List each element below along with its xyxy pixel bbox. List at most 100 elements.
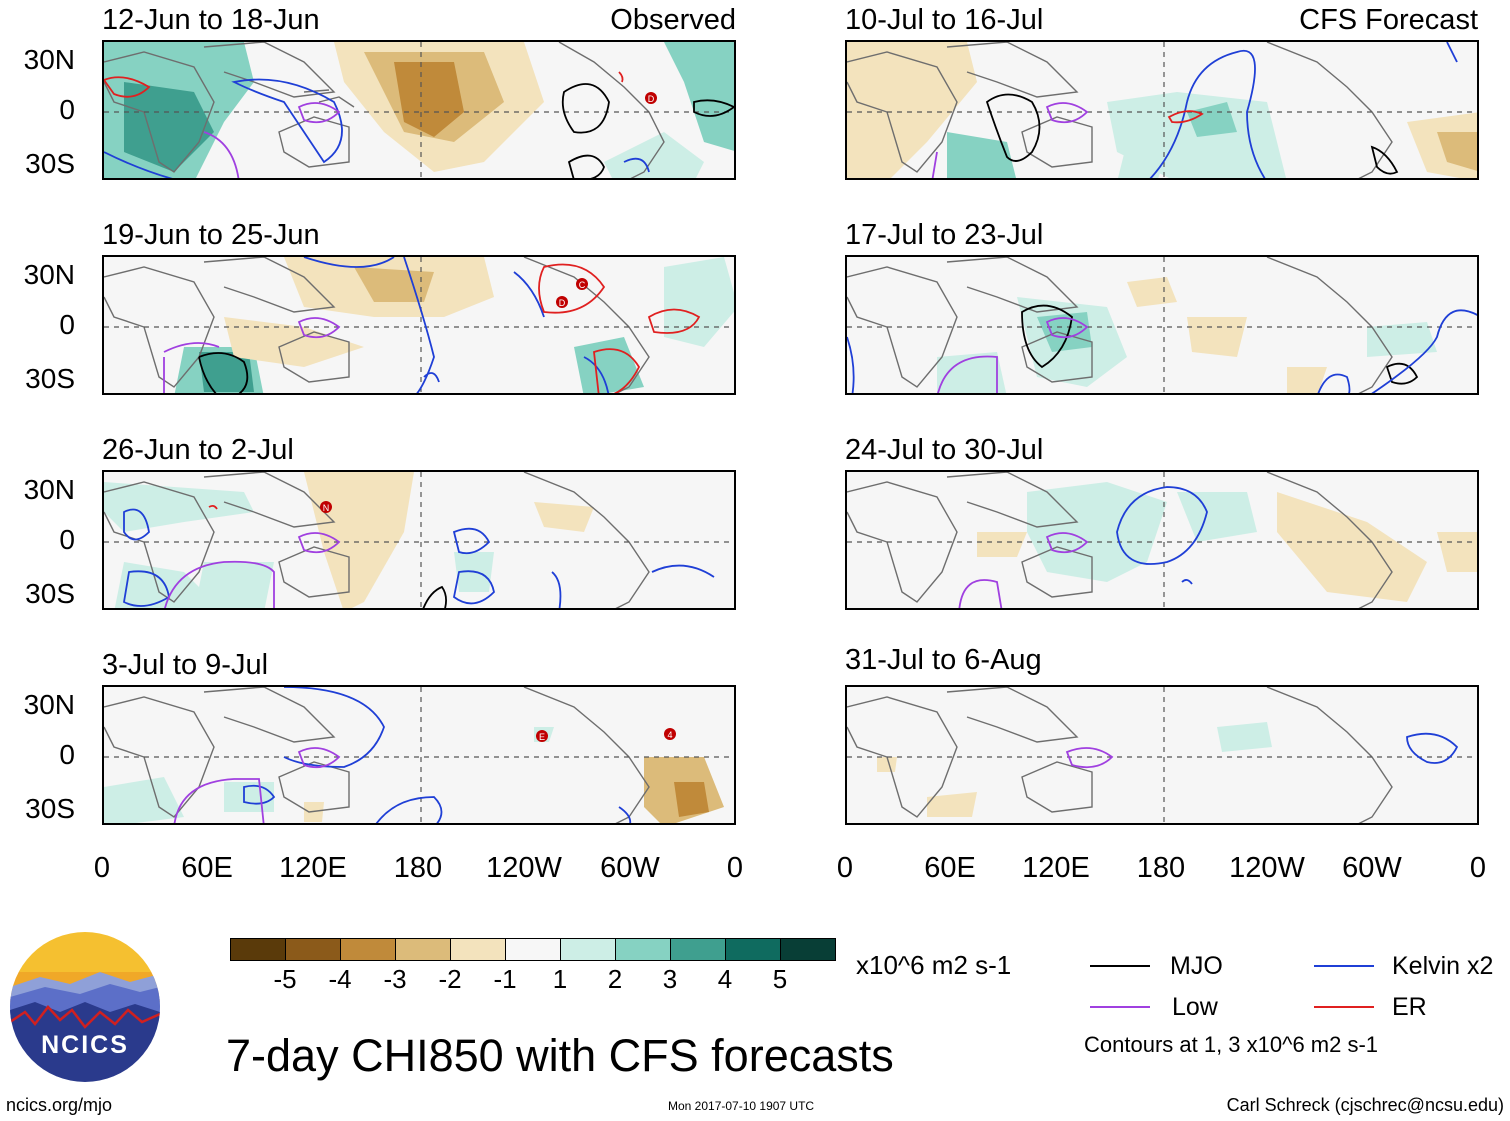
lon-label: 120W [486, 852, 562, 884]
observed-label: Observed [610, 4, 736, 36]
storm-marker: N [320, 501, 332, 513]
panel-title: 12-Jun to 18-Jun [102, 4, 320, 36]
kelvin-contours [1406, 732, 1459, 764]
colorbar-segment [395, 938, 451, 961]
kelvin-contours [303, 257, 610, 393]
panel-title: 3-Jul to 9-Jul [102, 649, 269, 681]
lon-label: 120E [1022, 852, 1090, 884]
low-contours [937, 317, 1089, 393]
low-contours [958, 532, 1089, 608]
storm-label: D [648, 94, 655, 104]
anomaly-shading [937, 277, 1437, 393]
anomaly-shading [847, 42, 1477, 178]
er-contours [208, 504, 218, 510]
colorbar-tick-label: 5 [772, 964, 788, 994]
mjo-contours [198, 352, 249, 393]
colorbar-tick-label: 4 [717, 964, 733, 994]
main-title: 7-day CHI850 with CFS forecasts [226, 1030, 894, 1081]
lat-label-30n: 30N [23, 474, 75, 505]
er-contours [538, 263, 701, 393]
mjo-legend-line [1090, 965, 1150, 967]
storm-marker: C [576, 278, 588, 290]
anomaly-shading [877, 722, 1272, 817]
colorbar-segment [340, 938, 396, 961]
map-panel [845, 685, 1479, 825]
colorbar-tick-label: -3 [383, 964, 407, 994]
er-legend-label: ER [1392, 993, 1427, 1021]
lon-label: 180 [393, 852, 443, 884]
footer-timestamp: Mon 2017-07-10 1907 UTC [668, 1099, 815, 1113]
lat-label-30n: 30N [23, 689, 75, 720]
kelvin-contours [104, 78, 650, 178]
lat-label-eq: 0 [59, 309, 75, 340]
panel-title: 17-Jul to 23-Jul [845, 219, 1044, 251]
lat-label-30s: 30S [25, 363, 75, 394]
lat-label-30n: 30N [23, 44, 75, 75]
colorbar-segment [450, 938, 506, 961]
low-contours [163, 317, 341, 393]
kelvin-contours [847, 309, 1477, 393]
footer-author: Carl Schreck (cjschrec@ncsu.edu) [1226, 1095, 1504, 1115]
lon-label: 120W [1229, 852, 1305, 884]
lat-label-eq: 0 [59, 739, 75, 770]
lon-label: 60E [924, 852, 976, 884]
mjo-contours [985, 93, 1399, 175]
low-contours [203, 102, 341, 178]
colorbar-tick-label: 3 [662, 964, 678, 994]
colorbar-segment [285, 938, 341, 961]
kelvin-contours [243, 687, 632, 823]
panel-title: 31-Jul to 6-Aug [845, 644, 1042, 676]
storm-marker: 4 [664, 728, 676, 740]
storm-label: 4 [667, 730, 672, 740]
mjo-contours [422, 585, 447, 608]
er-legend-line [1314, 1006, 1374, 1008]
storm-label: D [559, 298, 566, 308]
mjo-contours [561, 83, 734, 178]
lon-label: 0 [93, 852, 111, 884]
colorbar-segment [615, 938, 671, 961]
er-contours [1167, 110, 1204, 124]
kelvin-legend-line [1314, 965, 1374, 967]
lon-label: 60W [1342, 852, 1402, 884]
forecast-label: CFS Forecast [1299, 4, 1478, 36]
storm-marker: D [556, 296, 568, 308]
anomaly-shading [104, 727, 724, 823]
lon-label: 60E [181, 852, 233, 884]
low-contours [164, 532, 341, 608]
lon-label: 180 [1136, 852, 1186, 884]
footer-url[interactable]: ncics.org/mjo [6, 1095, 113, 1115]
lon-label: 0 [836, 852, 854, 884]
lon-label: 60W [600, 852, 660, 884]
anomaly-shading [104, 42, 734, 178]
low-contours [1065, 747, 1114, 769]
storm-label: N [323, 503, 330, 513]
map-panel: N [102, 470, 736, 610]
colorbar-tick-label: 1 [552, 964, 568, 994]
colorbar-segment [725, 938, 781, 961]
colorbar-segment [505, 938, 561, 961]
map-panel: E 4 [102, 685, 736, 825]
kelvin-legend-label: Kelvin x2 [1392, 952, 1494, 980]
kelvin-contours [1116, 486, 1208, 585]
lat-label-30n: 30N [23, 259, 75, 290]
mjo-legend-label: MJO [1170, 952, 1223, 980]
colorbar-segment [670, 938, 726, 961]
map-panel [845, 255, 1479, 395]
low-legend-label: Low [1172, 993, 1218, 1021]
map-panel: D [102, 40, 736, 180]
colorbar-segment [560, 938, 616, 961]
contour-note: Contours at 1, 3 x10^6 m2 s-1 [1084, 1032, 1379, 1057]
mjo-contours [1021, 304, 1419, 385]
colorbar-tick-label: -5 [273, 964, 297, 994]
lon-label: 0 [726, 852, 744, 884]
logo-text: NCICS [41, 1031, 129, 1059]
panel-title: 19-Jun to 25-Jun [102, 219, 320, 251]
lon-label: 120E [279, 852, 347, 884]
er-contours [104, 71, 624, 98]
map-panel: D C [102, 255, 736, 395]
colorbar-segment [780, 938, 836, 961]
lat-label-30s: 30S [25, 148, 75, 179]
panel-title: 26-Jun to 2-Jul [102, 434, 294, 466]
anomaly-shading [174, 257, 734, 393]
colorbar-tick-label: -4 [328, 964, 352, 994]
